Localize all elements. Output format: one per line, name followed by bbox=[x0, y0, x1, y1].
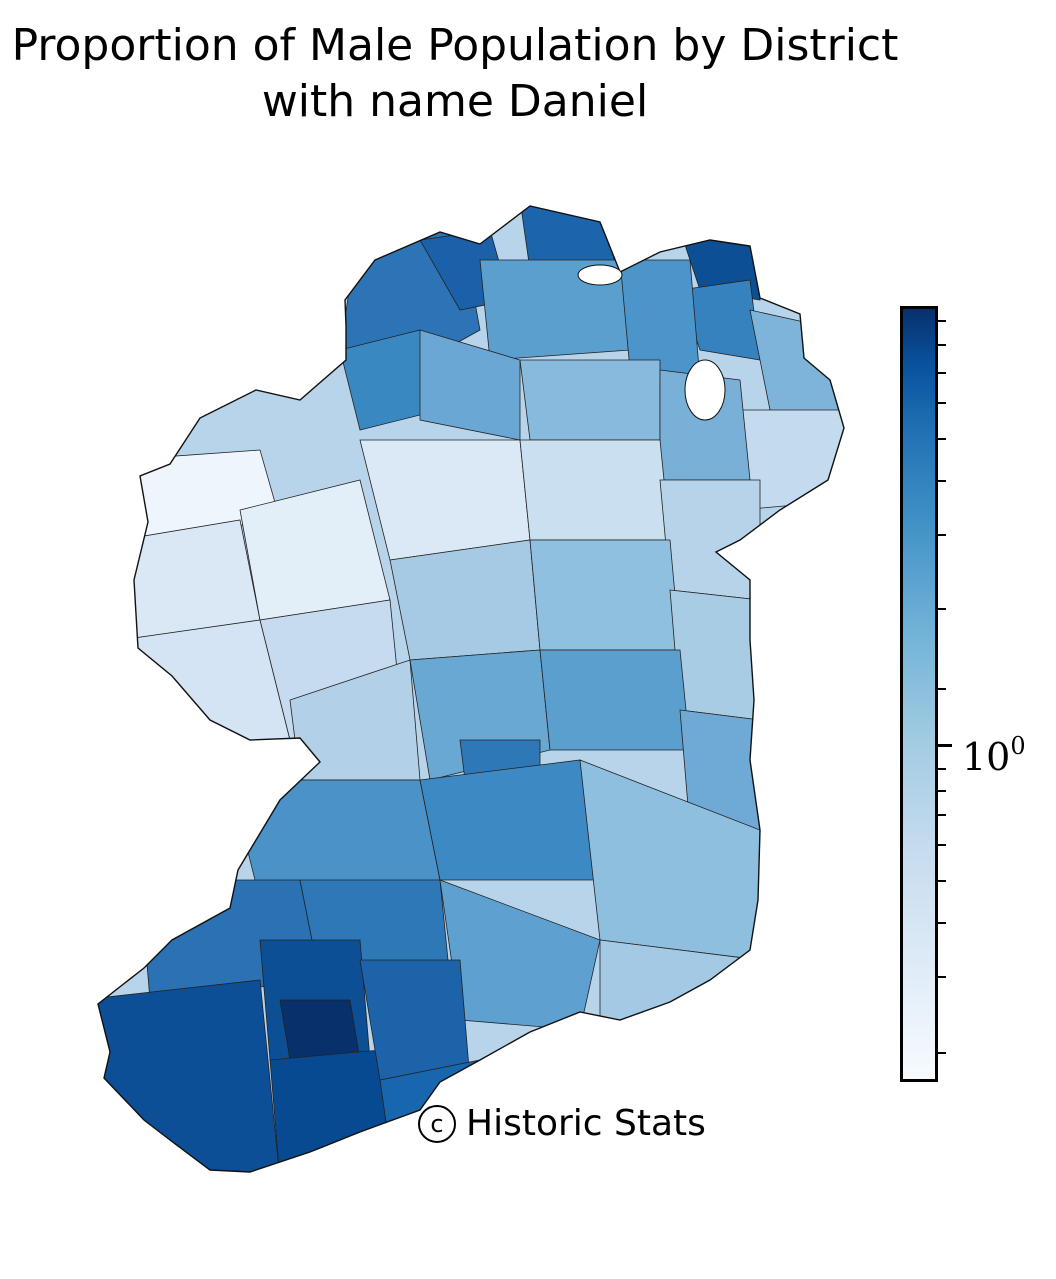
chart-title: Proportion of Male Population by Distric… bbox=[0, 18, 910, 130]
colorbar-minor-tick bbox=[938, 814, 946, 816]
colorbar-minor-tick bbox=[938, 344, 946, 346]
district-region bbox=[389, 539, 541, 661]
colorbar-minor-tick bbox=[938, 608, 946, 610]
district-region bbox=[359, 439, 531, 561]
colorbar-minor-tick bbox=[938, 320, 946, 322]
colorbar bbox=[900, 306, 938, 1082]
district-region bbox=[419, 759, 601, 881]
district-region bbox=[529, 539, 681, 651]
district-region bbox=[539, 649, 691, 751]
colorbar-tick-base: 10 bbox=[962, 735, 1011, 779]
district-region bbox=[519, 359, 661, 441]
title-line-1: Proportion of Male Population by Distric… bbox=[11, 20, 899, 71]
choropleth-map bbox=[97, 205, 845, 1173]
colorbar-minor-tick bbox=[938, 438, 946, 440]
district-region bbox=[519, 439, 671, 541]
colorbar-minor-tick bbox=[938, 844, 946, 846]
colorbar-minor-tick bbox=[938, 976, 946, 978]
credit-text: Historic Stats bbox=[466, 1103, 706, 1144]
copyright-icon: c bbox=[418, 1105, 456, 1143]
copyright-credit: c Historic Stats bbox=[418, 1100, 706, 1148]
colorbar-minor-tick bbox=[938, 372, 946, 374]
district-region bbox=[98, 979, 281, 1172]
title-line-2: with name Daniel bbox=[261, 76, 649, 127]
colorbar-minor-tick bbox=[938, 790, 946, 792]
colorbar-minor-tick bbox=[938, 1052, 946, 1054]
district-region bbox=[269, 1049, 391, 1172]
lough-neagh bbox=[684, 359, 726, 421]
lough-foyle bbox=[577, 264, 623, 286]
island-border bbox=[97, 205, 845, 1173]
colorbar-minor-tick bbox=[938, 402, 946, 404]
district-region bbox=[119, 519, 261, 641]
colorbar-minor-tick bbox=[938, 534, 946, 536]
colorbar-tick-exponent: 0 bbox=[1010, 732, 1026, 760]
colorbar-minor-tick bbox=[938, 922, 946, 924]
colorbar-minor-tick bbox=[938, 688, 946, 690]
colorbar-major-tick bbox=[938, 744, 952, 747]
colorbar-tick-label: 100 bbox=[962, 724, 1026, 779]
district-region bbox=[659, 479, 761, 601]
colorbar-minor-tick bbox=[938, 480, 946, 482]
colorbar-minor-tick bbox=[938, 768, 946, 770]
district-region bbox=[279, 999, 361, 1061]
colorbar-minor-tick bbox=[938, 880, 946, 882]
